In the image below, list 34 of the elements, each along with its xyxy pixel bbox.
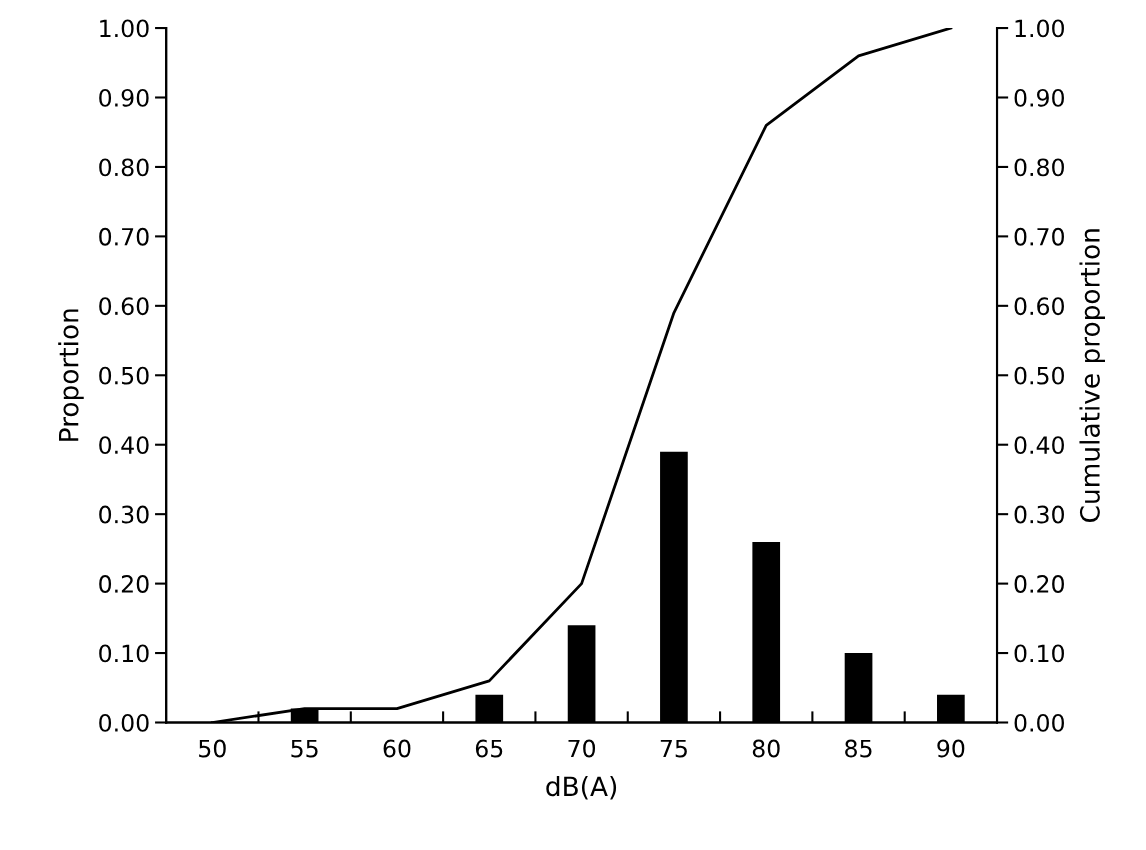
y-tick-label: 0.70 <box>99 227 149 246</box>
y2-axis-title: Cumulative proportion <box>1079 229 1105 523</box>
y2-tick-label: 1.00 <box>1015 19 1064 38</box>
x-tick-label: 70 <box>568 739 596 758</box>
y-tick-label: 0.10 <box>99 644 149 663</box>
y2-tick-label: 0.30 <box>1014 505 1064 524</box>
x-tick-label: 75 <box>660 739 687 758</box>
y2-tick-label: 0.20 <box>1014 575 1064 593</box>
x-axis-title: dB(A) <box>546 775 617 800</box>
y2-tick-label: 0.60 <box>1014 297 1064 316</box>
y-tick-label: 0.60 <box>99 297 149 316</box>
x-tick-label: 60 <box>383 739 411 758</box>
y-tick-label: 0.90 <box>99 88 149 107</box>
y2-tick-label: 0.80 <box>1014 158 1064 177</box>
y-tick-label: 0.20 <box>99 575 149 593</box>
y2-tick-label: 0.90 <box>1014 88 1064 107</box>
x-tick-label: 85 <box>845 739 872 758</box>
y-tick-label: 0.50 <box>99 366 149 385</box>
y2-tick-label: 0.50 <box>1014 366 1064 385</box>
x-tick-label: 90 <box>937 739 965 758</box>
y2-tick-label: 0.40 <box>1014 436 1064 455</box>
y-tick-label: 0.00 <box>99 713 149 732</box>
y2-tick-label: 0.00 <box>1014 713 1064 732</box>
y-tick-label: 0.80 <box>99 158 149 177</box>
y-tick-label: 1.00 <box>100 19 149 38</box>
y2-tick-label: 0.10 <box>1014 644 1064 663</box>
x-tick-label: 55 <box>291 739 318 758</box>
y2-tick-label: 0.70 <box>1014 227 1064 246</box>
y-axis-title: Proportion <box>58 309 84 441</box>
y-tick-label: 0.30 <box>99 505 149 524</box>
x-tick-label: 50 <box>199 739 226 758</box>
x-tick-label: 80 <box>752 739 780 758</box>
y-tick-label: 0.40 <box>99 436 149 455</box>
x-tick-label: 65 <box>475 739 503 758</box>
